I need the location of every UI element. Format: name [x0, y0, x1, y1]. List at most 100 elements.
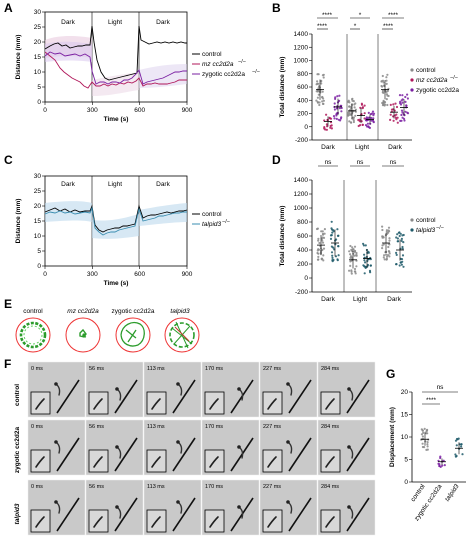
panel-d-dark1-talpid-point	[329, 237, 333, 240]
panel-e-label-mz: mz cc2d2a	[67, 308, 99, 315]
panel-d-light-control-point	[355, 251, 358, 255]
panel-d-dark1-talpid-point	[336, 228, 339, 231]
panel-f-inset-larva	[325, 456, 335, 468]
panel-d-legend-talpid-sup: −/−	[436, 225, 444, 231]
panel-f-frame-border	[317, 361, 376, 418]
panel-d-dark2-control-point	[385, 253, 388, 256]
panel-b-dark2-mz-point	[393, 114, 397, 117]
panel-b-letter: B	[272, 1, 281, 15]
panel-d-dark2-control-point	[382, 256, 385, 259]
panel-f-time-label: 227 ms	[263, 366, 281, 372]
panel-e-well-talpid	[164, 317, 200, 353]
panel-b-dark1-zygotic-point	[338, 94, 341, 97]
panel-b-ytick-label-5: 800	[297, 71, 308, 78]
panel-f: 0 ms 56 ms 113 ms 170 ms 227 ms 284 ms 0 ms 56 …	[27, 361, 376, 536]
panel-e-well-zygotic	[115, 317, 151, 353]
panel-f-probe	[56, 379, 80, 414]
panel-b-dark2-control-point	[382, 81, 385, 84]
panel-b-dark2-mz-point	[396, 121, 399, 124]
panel-d-light-talpid-point	[363, 265, 366, 268]
panel-b-light-control-point	[352, 119, 355, 122]
panel-g-talpid-point	[460, 445, 463, 448]
panel-d: -200 0 200 400 600 800 1000 1200 1400 Total dist…	[279, 159, 412, 303]
panel-c-legend-talpid-sup: −/−	[222, 219, 230, 225]
panel-f-inset-larva	[35, 398, 45, 410]
panel-d-legend-swatch-control	[410, 218, 414, 222]
panel-d-dark2-talpid-point	[401, 254, 405, 257]
panel-b-dark2-mz-point	[392, 119, 395, 122]
panel-d-dark2-control-point	[381, 247, 384, 250]
panel-b-dark2-mz-point	[394, 102, 397, 105]
panel-c-phase-1: Dark	[61, 181, 75, 188]
panel-b-dark1-zygotic-point	[335, 117, 338, 120]
panel-f-time-label: 113 ms	[147, 424, 165, 430]
panel-g-control-point	[426, 443, 429, 446]
panel-b-yticks: -200 0 200 400 600 800 1000 1200 1400	[294, 31, 312, 144]
panel-d-light-talpid-point	[364, 261, 367, 264]
panel-b-dark1-zygotic-point	[333, 108, 336, 111]
panel-d-dark2-talpid-point	[399, 247, 402, 250]
panel-c-letter: C	[4, 153, 13, 167]
panel-c-legend-control: control	[202, 211, 222, 218]
panel-b-dark2-control-point	[386, 73, 389, 76]
panel-b-dark1-control-point	[320, 82, 323, 85]
panel-d-dark2-talpid-point	[395, 236, 398, 239]
panel-d-ytick-label-6: 1000	[294, 205, 309, 212]
panel-a-letter: A	[4, 1, 13, 15]
panel-b-sig-3: ****	[388, 12, 399, 19]
panel-g-xlabel-3: talpid3	[444, 483, 461, 503]
panel-a-legend: control mz cc2d2a −/− zygotic cc2d2a −/−	[192, 51, 260, 78]
panel-a-legend-mz: mz cc2d2a	[202, 61, 234, 68]
panel-b-dark2-mz-point	[389, 113, 392, 116]
panel-f-frame-border	[317, 479, 376, 536]
panel-b-dark1-control-point	[318, 103, 321, 107]
panel-d-sig-2: ns	[357, 159, 365, 166]
panel-g-control-point	[420, 433, 423, 436]
panel-a-ytick-label-3: 15	[34, 54, 42, 61]
panel-f-time-label: 284 ms	[321, 424, 339, 430]
panel-f-probe	[288, 437, 312, 472]
panel-c-ytick-label-3: 15	[34, 218, 42, 225]
panel-d-dark2-control-point	[381, 225, 384, 228]
panel-e-letter: E	[4, 297, 12, 311]
panel-c-legend-talpid: talpid3	[202, 221, 222, 228]
panel-d-dark2-control-point	[386, 232, 389, 235]
panel-f-larva-head	[176, 500, 180, 504]
panel-b-dark1-zygotic-point	[332, 115, 336, 118]
panel-b-dark1-control-point	[317, 73, 320, 76]
panel-d-dark2-talpid-point	[395, 251, 398, 254]
panel-b-dark1-control-point	[317, 93, 320, 96]
panel-g-control-point	[426, 428, 429, 431]
panel-b-ytick-label-3: 400	[297, 97, 308, 104]
panel-f-larva-head	[286, 440, 290, 444]
panel-d-dark1-control-point	[322, 247, 326, 250]
panel-f-frame-border	[259, 419, 318, 476]
panel-d-dark2-control-point	[383, 258, 386, 261]
panel-b-dark1-control-point	[321, 100, 324, 103]
panel-d-dark2-control-point	[382, 236, 385, 239]
panel-f-larva-head	[286, 500, 290, 504]
panel-d-dark2-control-point	[388, 255, 391, 258]
panel-f-time-label: 0 ms	[31, 484, 43, 490]
panel-d-dark1-control-point	[316, 251, 319, 255]
panel-f-larva-head	[115, 387, 119, 391]
panel-d-xlabel-2: Light	[353, 296, 367, 303]
panel-b-legend-swatch-control	[410, 68, 414, 72]
panel-d-dark1-talpid-point	[331, 259, 334, 262]
panel-g-talpid-point	[460, 443, 463, 446]
panel-f-time-label: 227 ms	[263, 424, 281, 430]
panel-d-dark2-control-point	[385, 255, 389, 258]
panel-d-dark1-control-point	[321, 230, 324, 233]
panel-f-inset-larva	[151, 456, 161, 468]
panel-f-inset-larva	[267, 398, 277, 410]
panel-b-ytick-label-1: 0	[304, 124, 308, 131]
panel-b-dark2-zygotic-point	[406, 93, 409, 96]
panel-e: control mz cc2d2a zygotic cc2d2a talpid3	[15, 308, 200, 353]
panel-f-frame-border	[85, 361, 144, 418]
panel-b-dark2-zygotic-point	[401, 116, 404, 119]
panel-d-dark2-talpid-point	[396, 233, 399, 236]
panel-d-dark1-talpid-point	[332, 230, 335, 233]
panel-d-light-talpid-point	[368, 269, 372, 272]
panel-b-light-mz-point	[361, 106, 364, 109]
